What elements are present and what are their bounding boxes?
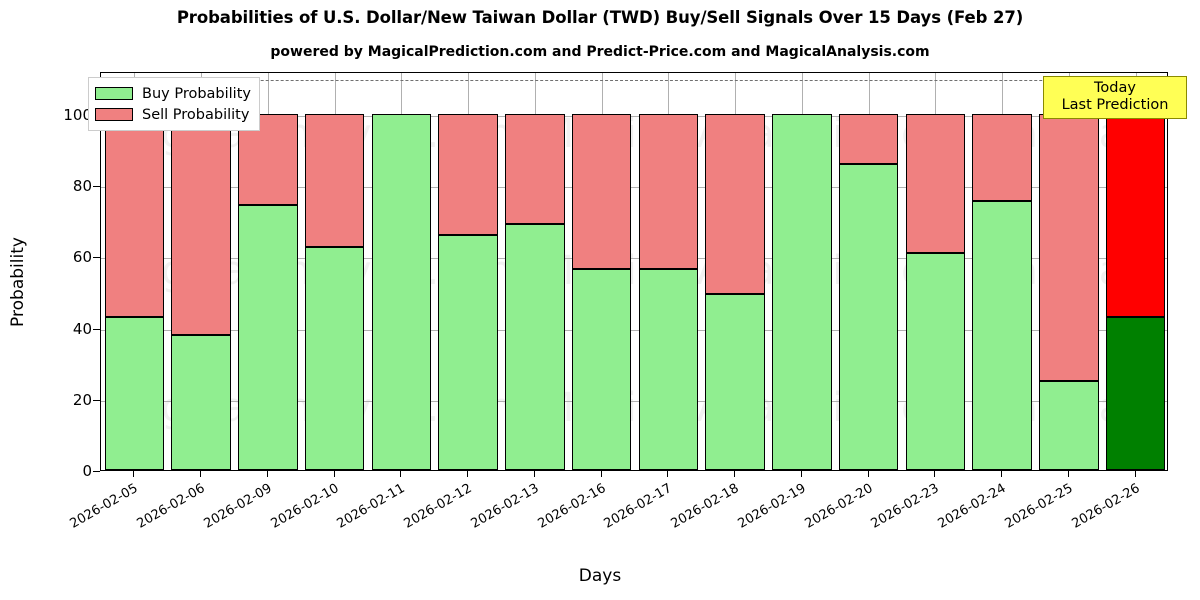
bar-segment-sell (438, 113, 498, 235)
bar-group (838, 73, 899, 470)
bar-segment-sell (1105, 113, 1166, 317)
x-tick-mark (1001, 471, 1003, 477)
y-tick-mark (93, 186, 100, 187)
x-tick-mark (200, 471, 202, 477)
bar-segment-buy (371, 113, 432, 470)
bar-group (438, 73, 498, 470)
legend-label-buy: Buy Probability (142, 85, 251, 102)
x-tick-mark (667, 471, 669, 477)
gridline-horizontal (101, 258, 1167, 260)
bar-segment-buy (972, 201, 1032, 470)
y-axis-label: Probability (8, 237, 28, 327)
y-tick-mark (93, 399, 100, 401)
x-tick-mark (533, 471, 535, 477)
gridline-horizontal (101, 187, 1167, 188)
bar-segment-sell (571, 113, 632, 269)
bar-segment-buy (304, 247, 365, 470)
bar-group (505, 73, 565, 470)
bar-segment-sell (838, 113, 899, 164)
bar-group (304, 73, 365, 470)
x-tick-mark (934, 471, 936, 477)
bar-segment-buy (505, 224, 565, 470)
chart-legend: Buy Probability Sell Probability (88, 77, 260, 131)
y-tick-mark (93, 471, 100, 472)
y-tick-mark (93, 257, 100, 259)
y-tick-label: 100 (63, 105, 92, 124)
bar-group (638, 73, 699, 470)
x-tick-mark (800, 471, 802, 477)
legend-swatch-sell (95, 108, 133, 121)
bar-segment-buy (571, 268, 632, 470)
bar-group (238, 73, 298, 470)
bar-segment-buy (438, 234, 498, 470)
bar-segment-buy (905, 252, 966, 470)
bar-group (972, 73, 1032, 470)
bar-segment-sell (905, 113, 966, 253)
today-annotation-line1: Today (1094, 80, 1136, 96)
bar-group (1039, 73, 1099, 470)
gridline-horizontal (101, 400, 1167, 402)
bar-segment-buy (772, 113, 832, 470)
reference-dashed-line (101, 80, 1167, 82)
y-tick-label: 0 (82, 462, 92, 480)
y-tick-label: 40 (72, 319, 92, 338)
x-tick-mark (1067, 471, 1069, 477)
bar-segment-buy (705, 293, 765, 470)
x-tick-mark (333, 471, 335, 477)
bar-segment-sell (972, 113, 1032, 202)
today-annotation: Today Last Prediction (1043, 76, 1187, 119)
bar-group (772, 73, 832, 470)
x-tick-mark (467, 471, 469, 477)
x-tick-mark (867, 471, 869, 477)
bar-segment-sell (705, 113, 765, 294)
bar-group (1105, 73, 1166, 470)
bar-segment-buy (104, 316, 165, 470)
legend-item-buy: Buy Probability (95, 83, 251, 104)
legend-item-sell: Sell Probability (95, 104, 251, 125)
bar-group (104, 73, 165, 470)
bar-segment-buy (238, 204, 298, 470)
x-axis-label: Days (578, 566, 622, 586)
bar-segment-buy (1039, 380, 1099, 470)
legend-swatch-buy (95, 87, 133, 100)
x-tick-mark (600, 471, 602, 477)
y-tick-label: 80 (72, 177, 92, 195)
bar-group (905, 73, 966, 470)
bar-segment-sell (171, 113, 231, 335)
bar-segment-sell (505, 113, 565, 225)
plot-area: MagicalAnalysis.com MagicalAnalysis.com … (100, 72, 1168, 471)
y-tick-mark (93, 328, 100, 330)
x-tick-mark (133, 471, 135, 477)
page-title: Probabilities of U.S. Dollar/New Taiwan … (176, 8, 1024, 27)
bar-group (705, 73, 765, 470)
x-tick-mark (1134, 471, 1136, 477)
bar-segment-sell (104, 113, 165, 317)
x-tick-mark (734, 471, 736, 477)
bar-group (171, 73, 231, 470)
bar-segment-buy (838, 163, 899, 470)
legend-label-sell: Sell Probability (142, 106, 250, 123)
bar-segment-sell (638, 113, 699, 269)
bar-group (371, 73, 432, 470)
bar-segment-buy (638, 268, 699, 470)
y-tick-label: 60 (72, 248, 92, 267)
plot-inner: MagicalAnalysis.com MagicalAnalysis.com … (101, 73, 1167, 470)
x-tick-mark (400, 471, 402, 477)
today-annotation-line2: Last Prediction (1061, 97, 1169, 113)
bar-segment-buy (171, 334, 231, 470)
bar-segment-sell (304, 113, 365, 248)
bar-segment-buy (1105, 316, 1166, 470)
x-tick-mark (266, 471, 268, 477)
chart-subtitle: powered by MagicalPrediction.com and Pre… (270, 44, 930, 60)
gridline-horizontal (101, 115, 1167, 117)
gridline-horizontal (101, 329, 1167, 331)
bar-group (571, 73, 632, 470)
y-tick-label: 20 (72, 390, 92, 409)
bar-segment-sell (1039, 113, 1099, 381)
